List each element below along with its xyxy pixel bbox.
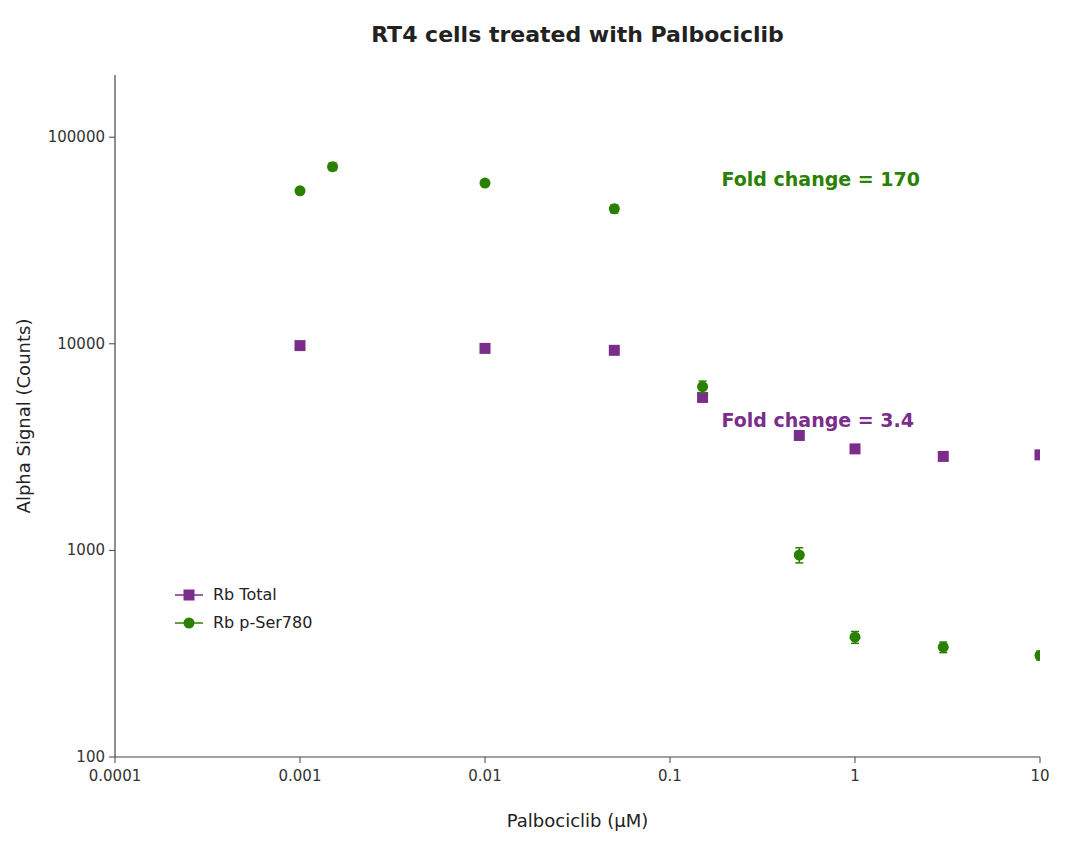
y-tick-label: 1000	[67, 541, 105, 559]
point	[794, 550, 805, 561]
point	[609, 345, 620, 356]
y-tick	[109, 757, 115, 758]
y-tick	[109, 343, 115, 344]
point	[850, 443, 861, 454]
error-bar-cap	[795, 547, 803, 549]
x-tick	[485, 757, 486, 763]
point	[327, 161, 338, 172]
title: RT4 cells treated with Palbociclib	[371, 22, 784, 47]
legend: Rb Total Rb p-Ser780	[175, 585, 312, 632]
x-tick-label: 10	[1030, 767, 1049, 785]
point	[1035, 449, 1041, 460]
point	[794, 430, 805, 441]
x-tick-label: 0.0001	[89, 767, 142, 785]
y-axis-label: Alpha Signal (Counts)	[13, 319, 34, 514]
x-axis-label: Palbociclib (μM)	[507, 810, 649, 831]
x-tick	[115, 757, 116, 763]
x-tick-label: 1	[850, 767, 860, 785]
legend-label: Rb Total	[213, 585, 277, 604]
background	[0, 0, 1080, 852]
y-tick	[109, 550, 115, 551]
point	[609, 203, 620, 214]
series	[295, 161, 1041, 661]
point	[480, 178, 491, 189]
legend-swatch	[184, 590, 195, 601]
point	[938, 451, 949, 462]
legend-swatch	[184, 618, 195, 629]
y-tick-label: 100000	[48, 128, 105, 146]
y-axis-line	[114, 75, 115, 757]
series	[295, 340, 1041, 462]
point	[938, 642, 949, 653]
x-axis-line	[115, 756, 1040, 757]
legend-item: Rb p-Ser780	[175, 613, 312, 632]
point	[295, 340, 306, 351]
x-tick	[300, 757, 301, 763]
legend-item: Rb Total	[175, 585, 277, 604]
annotation: Fold change = 3.4	[722, 409, 914, 431]
point	[697, 381, 708, 392]
y-tick-label: 10000	[57, 335, 105, 353]
x-tick-label: 0.001	[279, 767, 322, 785]
point	[480, 343, 491, 354]
point	[850, 632, 861, 643]
error-bar-cap	[795, 562, 803, 564]
x-tick	[1040, 757, 1041, 763]
point	[295, 185, 306, 196]
x-tick	[855, 757, 856, 763]
legend-label: Rb p-Ser780	[213, 613, 312, 632]
plot-area	[295, 161, 1041, 661]
y-tick	[109, 137, 115, 138]
point	[1035, 650, 1041, 661]
x-tick-label: 0.01	[468, 767, 501, 785]
x-tick	[670, 757, 671, 763]
annotation: Fold change = 170	[722, 168, 920, 190]
x-tick-label: 0.1	[658, 767, 682, 785]
point	[697, 392, 708, 403]
error-bar-cap	[851, 643, 859, 645]
y-tick-label: 100	[76, 748, 105, 766]
chart: RT4 cells treated with Palbociclib 0.0001…	[0, 0, 1080, 852]
